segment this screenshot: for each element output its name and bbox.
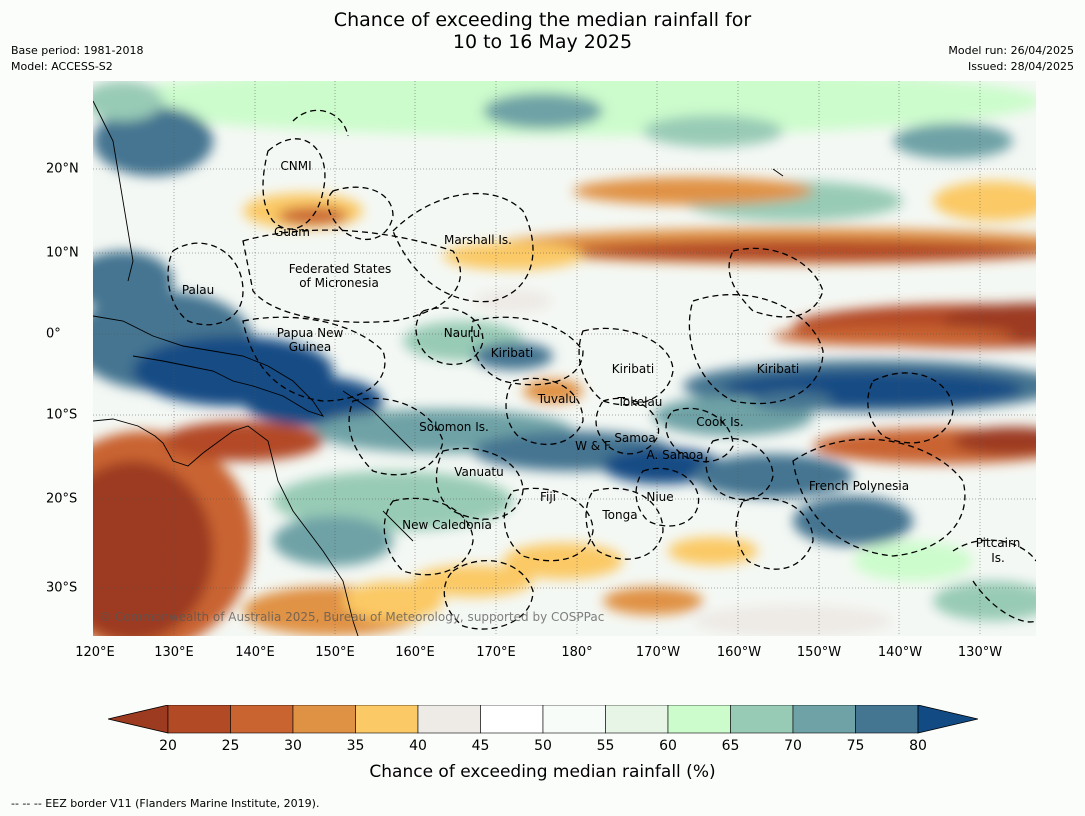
colorbar-tick-label: 50	[534, 738, 552, 754]
colorbar-segment	[292, 705, 356, 734]
colorbar	[108, 705, 978, 734]
lon-tick-label: 120°E	[75, 645, 115, 660]
lat-tick-label: 20°N	[46, 161, 79, 177]
colorbar-tick-label: 55	[596, 738, 615, 754]
label-png-line2: Guinea	[289, 340, 332, 354]
lon-tick-label: 160°E	[395, 645, 435, 660]
colorbar-tick-label: 65	[721, 738, 740, 754]
colorbar-tick-label: 70	[784, 738, 802, 754]
colorbar-tick-label: 40	[409, 738, 427, 754]
label-wallis-futuna: W & F	[575, 439, 611, 453]
colorbar-segment	[542, 705, 606, 734]
label-marshall-islands: Marshall Is.	[444, 233, 512, 247]
colorbar-segment	[792, 705, 856, 734]
label-tonga: Tonga	[601, 508, 637, 522]
label-pitcairn-line2: Is.	[991, 551, 1005, 565]
label-png-line1: Papua New	[277, 326, 344, 340]
colorbar-title: Chance of exceeding median rainfall (%)	[369, 762, 716, 782]
colorbar-tick-label: 80	[909, 738, 927, 754]
colorbar-segment	[355, 705, 419, 734]
colorbar-tick-label: 20	[159, 738, 177, 754]
label-new-caledonia: New Caledonia	[402, 518, 492, 532]
map-title-line1: Chance of exceeding the median rainfall …	[333, 9, 752, 31]
meta-left: Base period: 1981-2018 Model: ACCESS-S2	[11, 43, 143, 75]
meta-right: Model run: 26/04/2025 Issued: 28/04/2025	[948, 43, 1074, 75]
label-pitcairn-line1: Pitcairn	[976, 536, 1021, 550]
base-period: Base period: 1981-2018	[11, 44, 144, 57]
label-kiribati-east: Kiribati	[757, 362, 799, 376]
model-name: Model: ACCESS-S2	[11, 60, 113, 73]
eez-footnote: -- -- -- EEZ border V11 (Flanders Marine…	[11, 797, 320, 810]
colorbar-tick-label: 25	[221, 738, 240, 754]
colorbar-extend-high	[917, 705, 978, 734]
colorbar-tick-label: 35	[346, 738, 365, 754]
colorbar-tick-label: 75	[846, 738, 865, 754]
lon-tick-label: 140°E	[235, 645, 275, 660]
model-run: Model run: 26/04/2025	[948, 44, 1074, 57]
lon-tick-label: 150°E	[315, 645, 355, 660]
lat-tick-label: 0°	[46, 326, 61, 342]
colorbar-segment	[855, 705, 919, 734]
label-cook-islands: Cook Is.	[696, 415, 743, 429]
lon-tick-label: 130°W	[957, 645, 1003, 660]
lon-tick-label: 130°E	[154, 645, 194, 660]
label-fsm-line2: of Micronesia	[299, 276, 379, 290]
label-tuvalu: Tuvalu	[537, 392, 577, 406]
colorbar-tick-label: 60	[659, 738, 677, 754]
label-samoa: Samoa	[614, 431, 655, 445]
label-vanuatu: Vanuatu	[454, 465, 504, 479]
lon-tick-label: 160°W	[716, 645, 762, 660]
label-fsm-line1: Federated States	[289, 262, 391, 276]
label-kiribati-central: Kiribati	[612, 362, 654, 376]
colorbar-extend-low	[108, 705, 169, 734]
lat-tick-label: 20°S	[46, 491, 78, 507]
label-solomon-islands: Solomon Is.	[419, 420, 489, 434]
lat-tick-label: 10°S	[46, 407, 78, 423]
label-french-polynesia: French Polynesia	[809, 479, 909, 493]
colorbar-tick-label: 45	[471, 738, 490, 754]
label-niue: Niue	[646, 490, 673, 504]
rainfall-map: CNMI Guam Marshall Is. Federated States …	[93, 81, 1036, 636]
lat-tick-label: 30°S	[46, 580, 78, 596]
colorbar-segment	[167, 705, 231, 734]
lon-tick-label: 180°	[561, 645, 593, 660]
colorbar-segment	[605, 705, 669, 734]
colorbar-tick-label: 30	[284, 738, 302, 754]
copyright-notice: © Commonwealth of Australia 2025, Bureau…	[99, 610, 604, 624]
lon-tick-label: 170°E	[476, 645, 516, 660]
label-guam: Guam	[274, 225, 310, 239]
label-nauru: Nauru	[444, 326, 480, 340]
label-tokelau: Tokelau	[617, 395, 663, 409]
map-title-line2: 10 to 16 May 2025	[452, 31, 633, 53]
label-palau: Palau	[182, 283, 214, 297]
coastlines	[93, 100, 784, 636]
region-labels: CNMI Guam Marshall Is. Federated States …	[182, 159, 1020, 565]
lon-tick-label: 170°W	[635, 645, 681, 660]
rainfall-probability-field	[93, 81, 1036, 636]
lon-tick-label: 140°W	[877, 645, 923, 660]
colorbar-segment	[480, 705, 544, 734]
colorbar-segment	[667, 705, 731, 734]
label-american-samoa: A. Samoa	[647, 448, 704, 462]
lat-tick-label: 10°N	[46, 245, 79, 261]
label-cnmi: CNMI	[280, 159, 311, 173]
colorbar-segment	[230, 705, 294, 734]
issued-date: Issued: 28/04/2025	[967, 60, 1074, 73]
colorbar-segment	[730, 705, 794, 734]
label-kiribati-west: Kiribati	[491, 346, 533, 360]
eez-borders	[167, 109, 1036, 630]
colorbar-segment	[417, 705, 481, 734]
label-fiji: Fiji	[540, 490, 556, 504]
lon-tick-label: 150°W	[796, 645, 842, 660]
